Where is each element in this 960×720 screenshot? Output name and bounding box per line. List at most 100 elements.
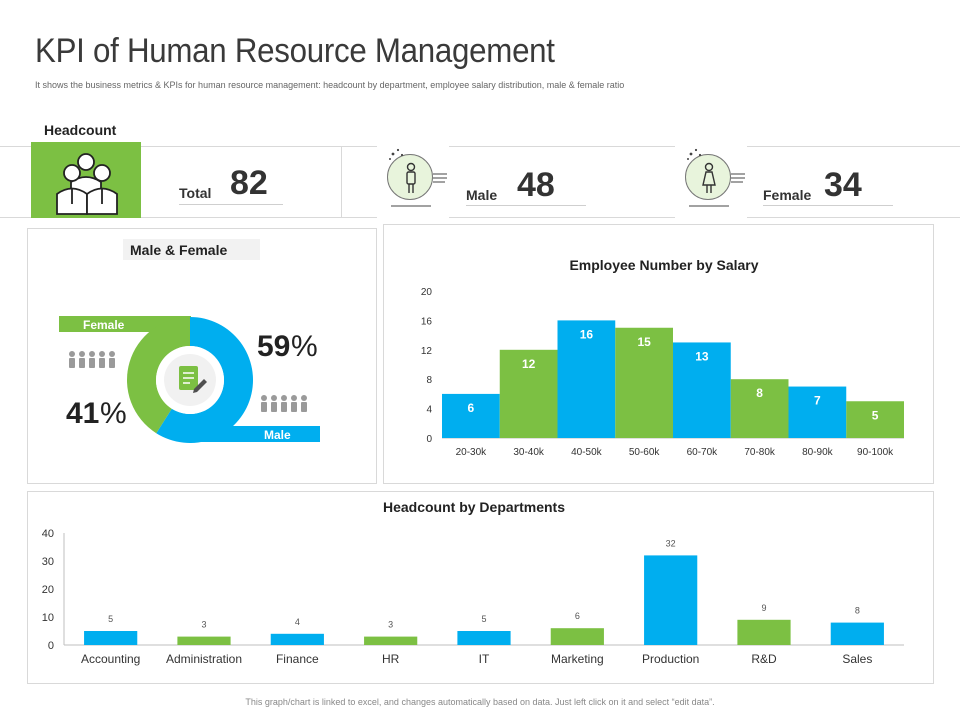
female-value: 34: [824, 166, 862, 204]
bar-value-label: 16: [580, 327, 594, 341]
gender-donut-chart: Female Male 59 % 41 %: [59, 316, 320, 443]
bar-value-label: 8: [756, 386, 763, 400]
salary-bar-chart: Employee Number by Salary 0 4 8 12 16 20 6 20-3…: [421, 257, 904, 458]
bar-r-d: [737, 619, 791, 645]
bar-value-label: 15: [637, 335, 651, 349]
x-tick-label: 80-90k: [802, 447, 834, 458]
kpi-strip: [0, 146, 960, 218]
bar-value-label: 13: [695, 349, 709, 363]
male-value: 48: [517, 166, 555, 204]
bar-30-40k: [499, 349, 558, 438]
x-tick-label: Accounting: [81, 652, 140, 666]
bar-value-label: 3: [201, 620, 206, 630]
total-value: 82: [230, 164, 268, 202]
bar-value-label: 6: [468, 401, 475, 415]
y-tick-label: 0: [48, 640, 54, 652]
gender-panel-title: Male & Female: [130, 242, 228, 258]
x-tick-label: 60-70k: [687, 447, 719, 458]
total-label: Total: [179, 185, 212, 201]
x-tick-label: 70-80k: [744, 447, 776, 458]
donut-slice-male: [156, 317, 254, 443]
male-people-icons: [261, 395, 307, 412]
bar-value-label: 5: [108, 614, 113, 624]
y-tick-label: 8: [426, 375, 432, 386]
bar-20-30k: [442, 393, 500, 438]
donut-slice-female: [126, 317, 190, 434]
bar-sales: [830, 622, 884, 645]
page-title: KPI of Human Resource Management: [35, 32, 555, 70]
bar-value-label: 12: [522, 357, 536, 371]
bar-value-label: 32: [666, 538, 676, 548]
male-pct-value: 59: [257, 330, 290, 363]
bar-value-label: 4: [295, 617, 300, 627]
y-tick-label: 0: [426, 434, 432, 445]
bar-value-label: 9: [761, 603, 766, 613]
male-icon: [387, 154, 433, 200]
footer-note: This graph/chart is linked to excel, and…: [245, 697, 715, 707]
x-tick-label: Production: [642, 652, 699, 666]
y-tick-label: 20: [421, 287, 433, 298]
gender-ratio-panel: Male & Female Female Male 59 % 41 %: [27, 228, 377, 484]
kpi-total-box: [0, 146, 342, 218]
departments-chart-panel: Headcount by Departments 0 10 20 30 40 5 Accou…: [27, 491, 934, 684]
male-band-label: Male: [264, 428, 291, 442]
male-underline: [466, 205, 586, 206]
bar-value-label: 6: [575, 611, 580, 621]
y-tick-label: 12: [421, 346, 433, 357]
y-tick-label: 10: [42, 612, 54, 624]
bar-50-60k: [615, 327, 673, 438]
female-people-icons: [69, 351, 115, 368]
bar-value-label: 5: [481, 614, 486, 624]
bar-value-label: 7: [814, 394, 821, 408]
salary-chart-panel: Employee Number by Salary 0 4 8 12 16 20 6 20-3…: [383, 224, 934, 484]
bar-value-label: 3: [388, 620, 393, 630]
departments-bar-chart: Headcount by Departments 0 10 20 30 40 5 Accou…: [42, 499, 904, 666]
x-tick-label: Sales: [842, 652, 872, 666]
page-subtitle: It shows the business metrics & KPIs for…: [35, 80, 625, 90]
male-label: Male: [466, 187, 498, 203]
female-pct-sign: %: [100, 397, 127, 430]
bar-80-90k: [788, 386, 847, 438]
bar-90-100k: [846, 401, 904, 438]
bar-it: [457, 631, 511, 645]
y-tick-label: 4: [426, 405, 432, 416]
gender-panel-title-bg: [123, 239, 260, 260]
bar-marketing: [550, 628, 604, 645]
y-tick-label: 16: [421, 316, 433, 327]
headcount-section-label: Headcount: [44, 122, 117, 138]
male-kpi-icon-box: [377, 142, 449, 220]
x-tick-label: IT: [479, 652, 490, 666]
x-tick-label: Finance: [276, 652, 319, 666]
bar-60-70k: [673, 342, 731, 438]
male-pct-sign: %: [291, 330, 318, 363]
y-tick-label: 30: [42, 556, 54, 568]
y-tick-label: 40: [42, 528, 54, 540]
bar-accounting: [84, 631, 138, 645]
x-tick-label: R&D: [751, 652, 777, 666]
x-tick-label: Marketing: [551, 652, 604, 666]
female-kpi-icon-box: [675, 142, 747, 220]
bar-administration: [177, 636, 231, 645]
bar-70-80k: [730, 379, 789, 438]
total-underline: [179, 204, 283, 205]
x-tick-label: 50-60k: [629, 447, 661, 458]
female-icon-decoration: [687, 148, 745, 207]
x-tick-label: 20-30k: [456, 447, 488, 458]
bar-value-label: 5: [872, 408, 879, 422]
female-underline: [763, 205, 893, 206]
bar-hr: [364, 636, 418, 645]
bar-40-50k: [557, 320, 616, 438]
x-tick-label: HR: [382, 652, 400, 666]
bar-production: [644, 555, 698, 645]
document-edit-icon: [179, 366, 207, 393]
bar-finance: [270, 633, 324, 645]
female-band-label: Female: [83, 318, 125, 332]
x-tick-label: 40-50k: [571, 447, 603, 458]
female-pct-value: 41: [66, 397, 99, 430]
departments-chart-title: Headcount by Departments: [383, 499, 565, 515]
salary-chart-title: Employee Number by Salary: [569, 257, 758, 273]
x-tick-label: 90-100k: [857, 447, 894, 458]
male-icon-decoration: [389, 148, 447, 207]
female-label: Female: [763, 187, 812, 203]
y-tick-label: 20: [42, 584, 54, 596]
